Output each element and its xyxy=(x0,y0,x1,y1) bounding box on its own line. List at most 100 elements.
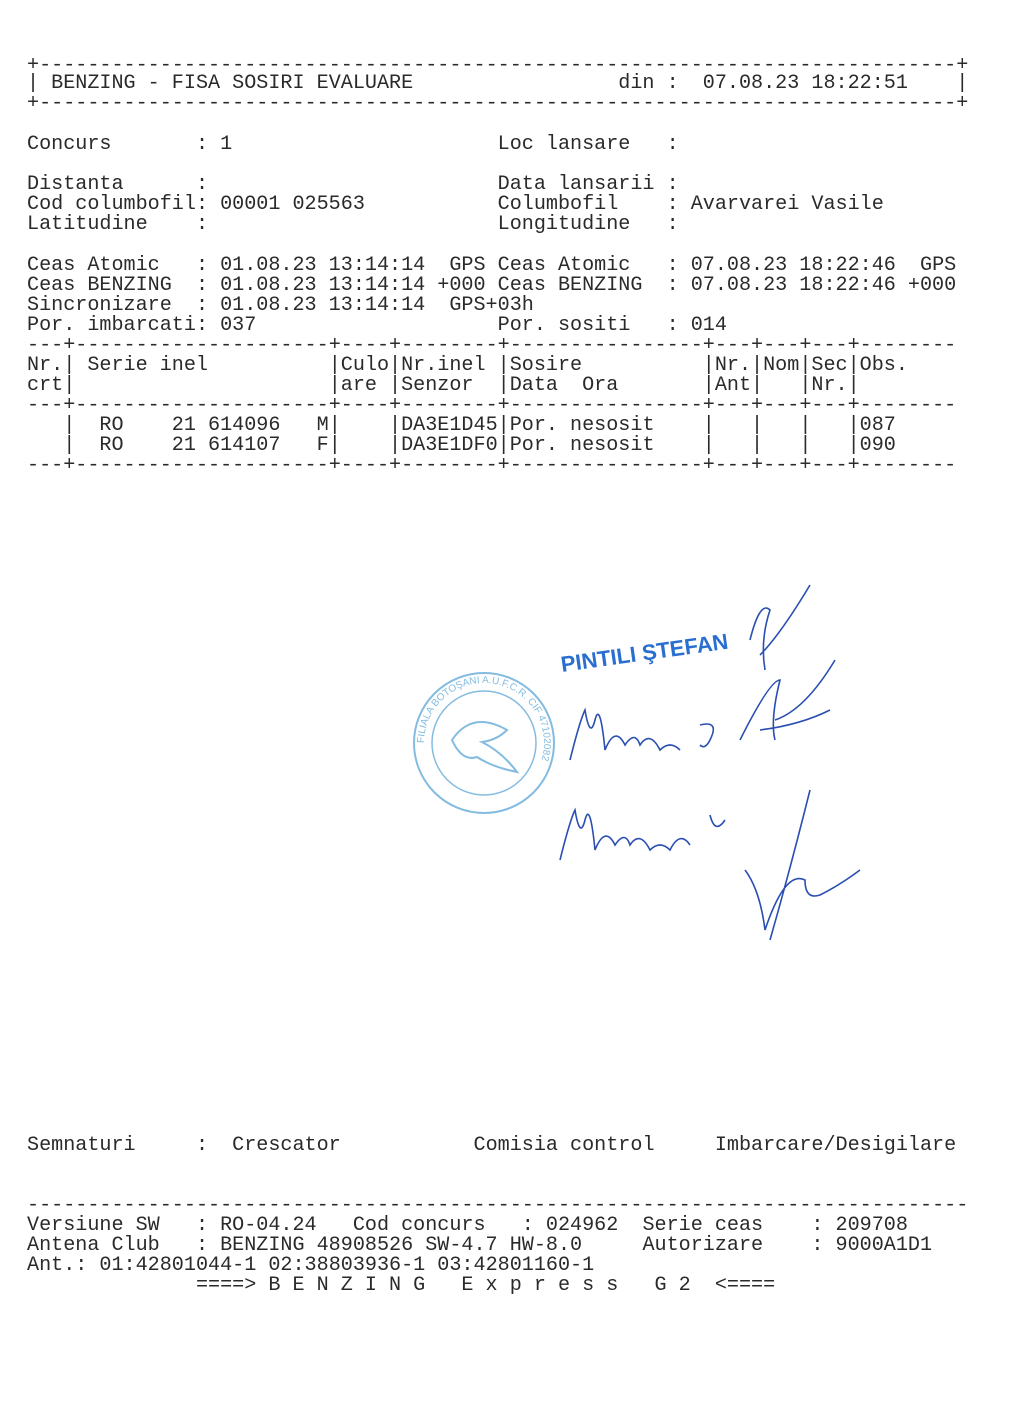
por-sositi-label: Por. sositi xyxy=(497,314,631,337)
clock-value: 07.08.23 18:22:46 xyxy=(690,254,896,277)
benzing-banner: ====> B E N Z I N G E x p r e s s G 2 <=… xyxy=(195,1274,776,1297)
column-header: Nr. xyxy=(27,354,64,377)
loc-lansare-label: Loc lansare xyxy=(497,133,631,156)
clock-row: Sincronizare : 01.08.23 13:14:14 GPS+03h xyxy=(27,294,1007,317)
clock-value: 01.08.23 13:14:14 xyxy=(220,254,426,277)
column-header: crt xyxy=(27,374,64,397)
info-row: Cod columbofil : 00001 025563 Columbofil… xyxy=(27,194,1007,215)
clock-suffix: GPS xyxy=(920,254,957,277)
cell-arrival: Por. nesosit xyxy=(509,414,655,437)
footer-row: Antena Club : BENZING 48908526 SW-4.7 HW… xyxy=(27,1234,1007,1257)
column-header: Data Ora xyxy=(509,374,619,397)
info-row: Concurs : 1 Loc lansare : xyxy=(27,133,1007,156)
column-divider xyxy=(703,416,715,436)
clock-label: Ceas BENZING xyxy=(27,274,172,297)
column-divider xyxy=(63,356,75,376)
column-divider xyxy=(799,436,811,456)
por-imbarcati-value: 037 xyxy=(220,314,257,337)
footer-separator: ----------------------------------------… xyxy=(27,1195,1007,1216)
column-header: Ant xyxy=(714,374,752,397)
column-divider xyxy=(703,436,715,456)
column-divider xyxy=(498,376,510,396)
clock-value: 01.08.23 13:14:14 xyxy=(220,274,426,297)
clock-label: Sincronizare xyxy=(27,294,172,317)
name-stamp: PINTILI ŞTEFAN xyxy=(559,629,730,677)
info-row: Latitudine : Longitudine : xyxy=(27,213,1007,236)
cell-country: RO xyxy=(99,434,124,457)
colon: : xyxy=(195,133,209,156)
column-divider xyxy=(799,356,811,376)
header-border-top: +---------------------------------------… xyxy=(27,54,1007,77)
data-lansarii-label: Data lansarii xyxy=(497,173,655,196)
colon: : xyxy=(195,314,209,337)
column-divider xyxy=(63,436,75,456)
column-header: Nr. xyxy=(714,354,752,377)
contest-code-label: Cod concurs xyxy=(352,1214,486,1237)
column-divider xyxy=(389,416,401,436)
cell-sex: F xyxy=(316,434,329,457)
handwritten-signatures-icon xyxy=(559,584,861,941)
border-line: +---------------------------------------… xyxy=(27,54,969,77)
cell-sensor: DA3E1D45 xyxy=(401,414,498,437)
signatures-label: Semnaturi xyxy=(27,1134,136,1157)
cell-country: RO xyxy=(99,414,124,437)
document-title: | BENZING - FISA SOSIRI EVALUARE xyxy=(27,72,414,95)
column-header: Serie inel xyxy=(87,354,209,377)
clock-label: Ceas Atomic xyxy=(497,254,631,277)
stamp-and-signatures: PINTILI ŞTEFAN FILIALA BOTOŞANI A.U.F.C.… xyxy=(413,584,861,941)
table-separator: ---+---------------------+----+--------+… xyxy=(27,455,1007,476)
info-row: Distanta : Data lansarii : xyxy=(27,173,1007,196)
seal-text: FILIALA BOTOŞANI A.U.F.C.R. CIF 47102082 xyxy=(416,675,552,763)
column-divider xyxy=(389,356,401,376)
column-divider xyxy=(703,356,715,376)
clock-suffix: +000 xyxy=(907,274,957,297)
date-value: 07.08.23 18:22:51 xyxy=(702,72,908,95)
column-divider xyxy=(63,416,75,436)
colon: : xyxy=(666,274,679,297)
column-divider xyxy=(799,376,811,396)
sw-version-label: Versiune SW xyxy=(27,1214,160,1237)
column-divider xyxy=(751,416,763,436)
column-divider xyxy=(63,376,75,396)
colon: : xyxy=(195,213,209,236)
column-divider xyxy=(498,416,510,436)
column-divider xyxy=(498,356,510,376)
column-divider xyxy=(848,416,860,436)
column-divider xyxy=(329,356,341,376)
table-separator: ---+---------------------+----+--------+… xyxy=(27,335,1007,356)
cell-obs: 090 xyxy=(859,434,896,457)
column-header: Sec xyxy=(811,354,848,377)
table-row: RO 21 614107 F DA3E1DF0 Por. nesosit 090 xyxy=(27,434,1007,457)
clock-label: Ceas BENZING xyxy=(497,274,643,297)
column-header: Sosire xyxy=(509,354,583,377)
signatures-row: Semnaturi : Crescator Comisia control Im… xyxy=(27,1134,1007,1157)
column-divider xyxy=(329,436,341,456)
antenna-value: : BENZING 48908526 SW-4.7 HW-8.0 xyxy=(195,1234,583,1257)
column-divider xyxy=(751,436,763,456)
separator-line: ---+---------------------+----+--------+… xyxy=(27,394,957,417)
footer-row: ====> B E N Z I N G E x p r e s s G 2 <=… xyxy=(27,1274,1007,1297)
distanta-label: Distanta xyxy=(27,173,124,196)
column-divider xyxy=(848,356,860,376)
table-header-row: crt are Senzor Data Ora Ant Nr. xyxy=(27,374,1007,397)
cell-ring: 614096 xyxy=(208,414,281,437)
clock-suffix: +000 xyxy=(437,274,486,297)
table-header-row: Nr. Serie inel Culo Nr.inel Sosire Nr. N… xyxy=(27,354,1007,377)
clock-serial-label: Serie ceas xyxy=(642,1214,764,1237)
footer-row: Versiune SW : RO-04.24 Cod concurs : 024… xyxy=(27,1214,1007,1237)
por-sositi-value: 014 xyxy=(690,314,727,337)
cell-ring: 614107 xyxy=(208,434,281,457)
colon: : xyxy=(666,314,679,337)
concurs-value: 1 xyxy=(220,133,233,156)
column-divider xyxy=(329,376,341,396)
column-header: Nr.inel xyxy=(401,354,486,377)
clock-value: 07.08.23 18:22:46 xyxy=(690,274,896,297)
colon: : xyxy=(666,254,679,277)
column-header: Nr. xyxy=(811,374,848,397)
boarding-label: Imbarcare/Desigilare xyxy=(714,1134,957,1157)
cell-sex: M xyxy=(316,414,329,437)
table-separator: ---+---------------------+----+--------+… xyxy=(27,394,1007,417)
colon: : xyxy=(666,133,679,156)
antennas-line: Ant.: 01:42801044-1 02:38803936-1 03:428… xyxy=(27,1254,595,1277)
